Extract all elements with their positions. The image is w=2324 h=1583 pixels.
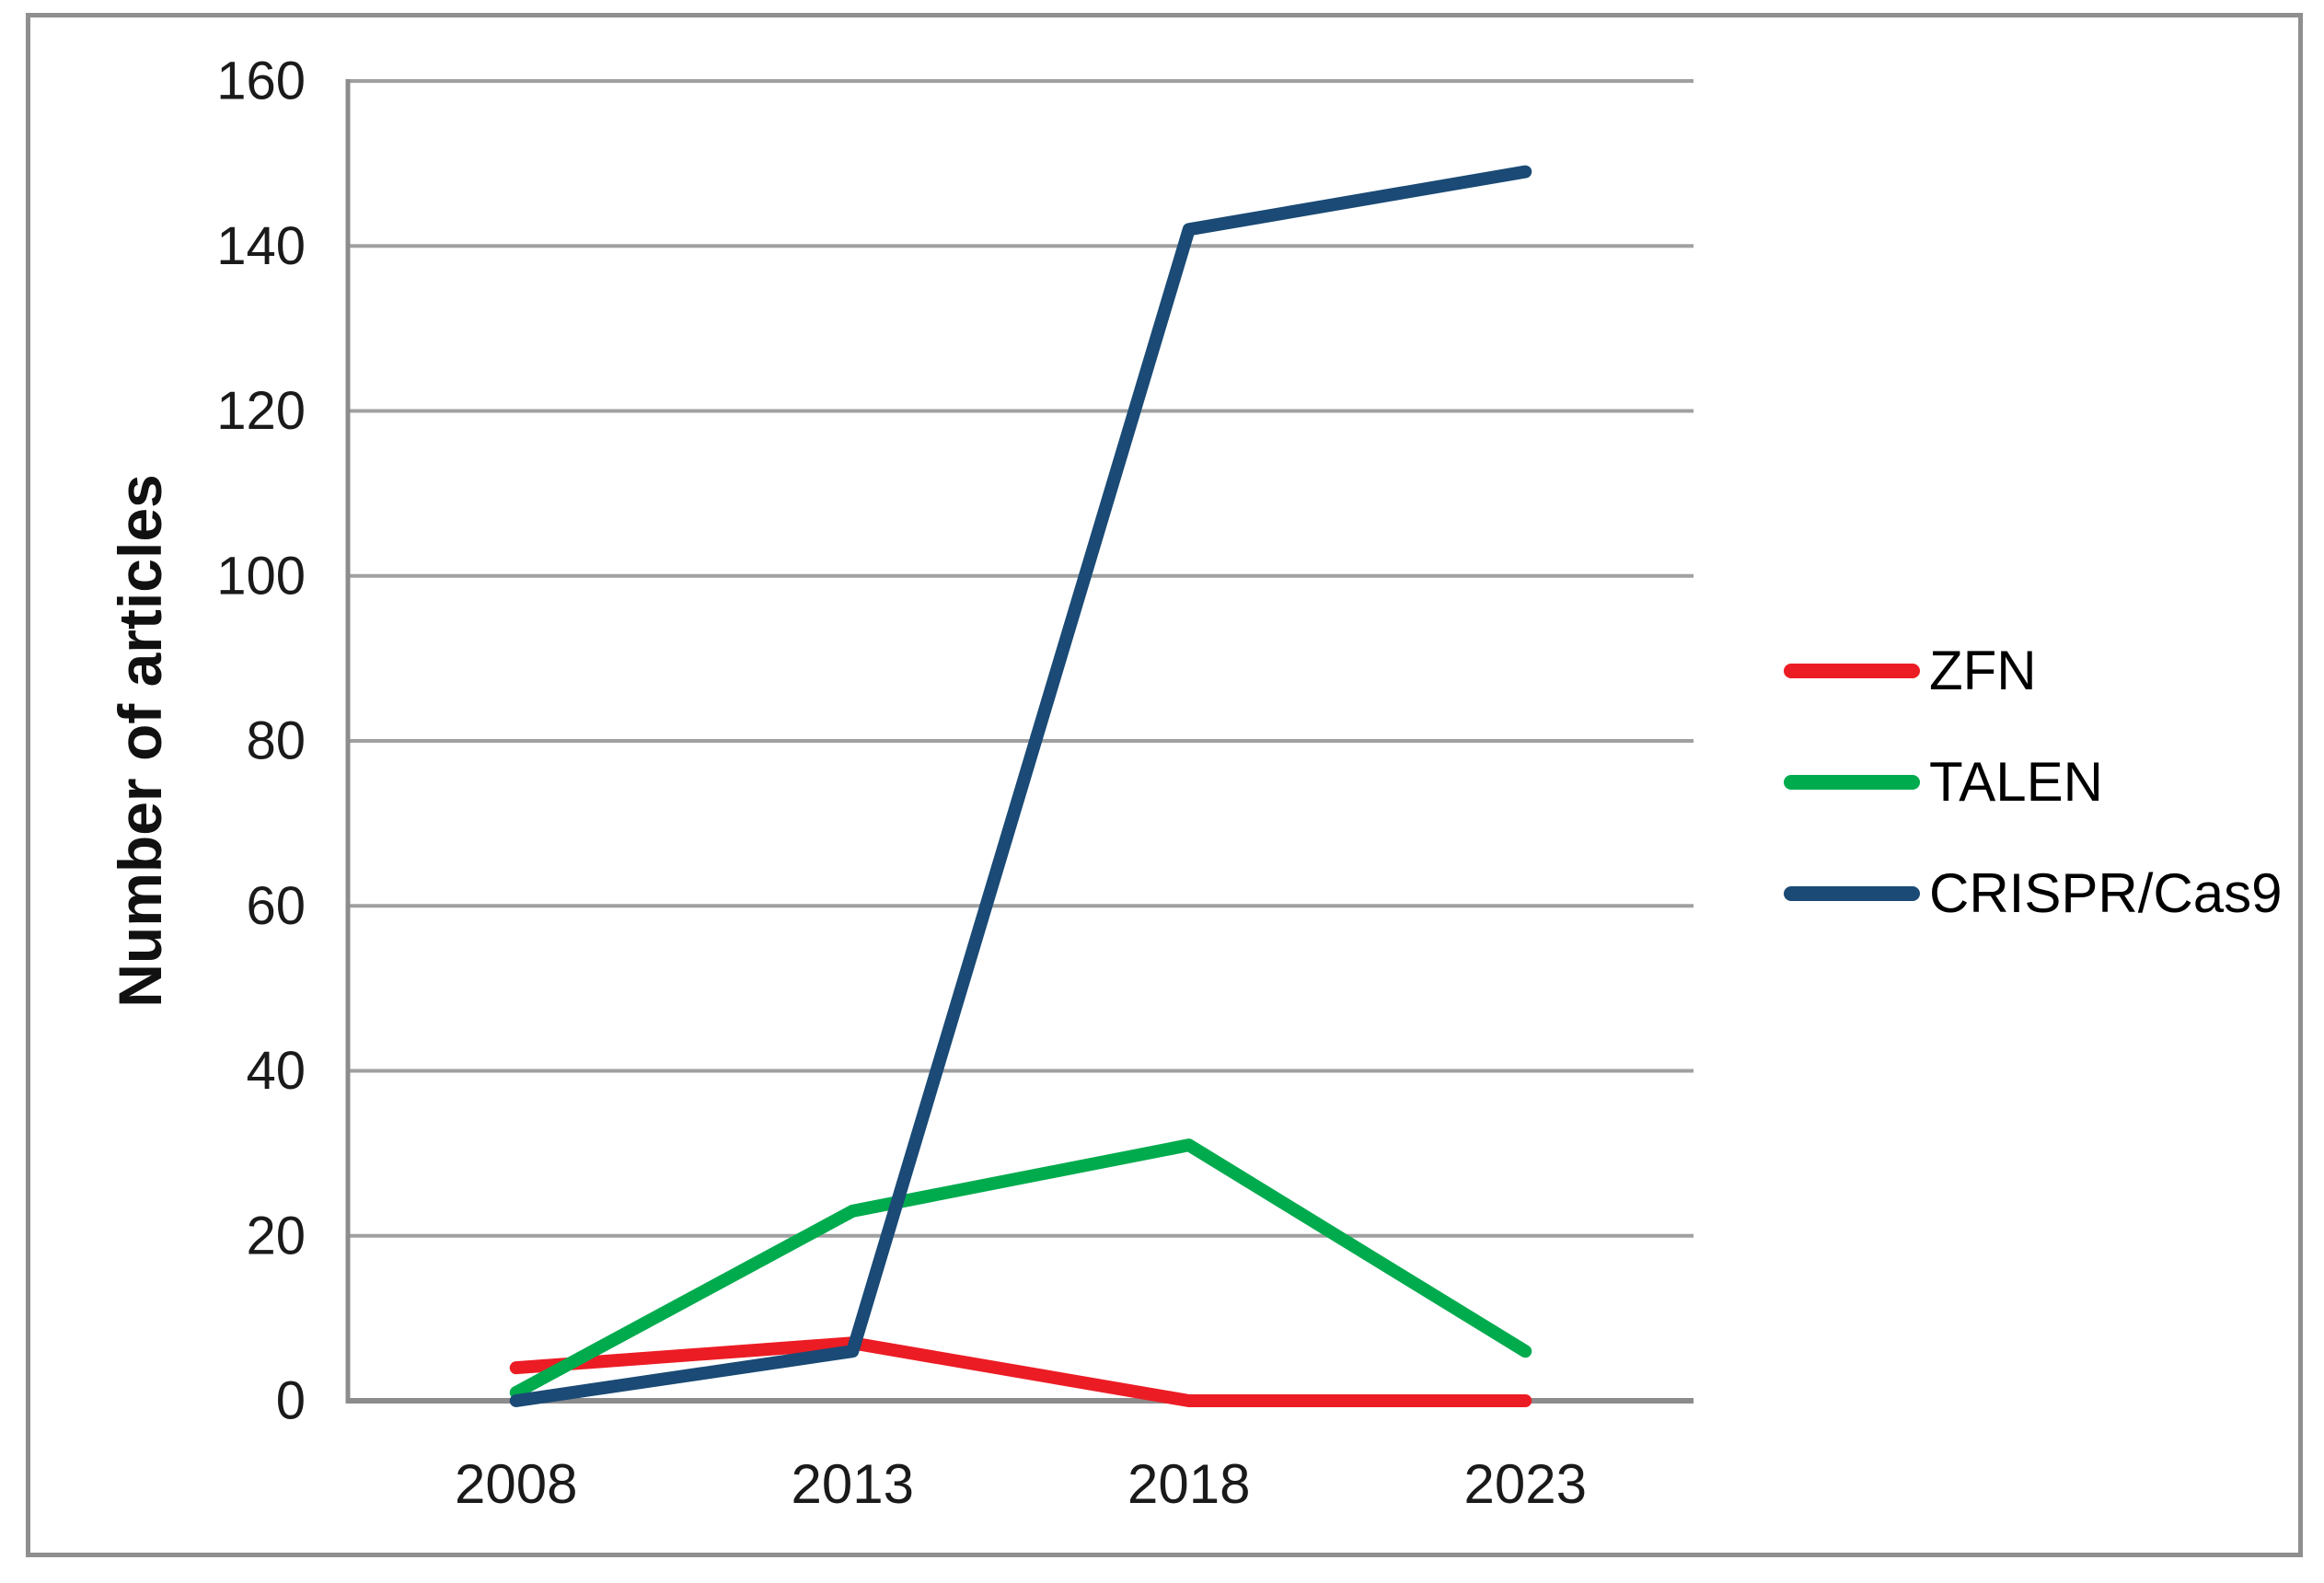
- series-line-crispr-cas9: [509, 165, 1532, 1407]
- y-axis-title: Number of articles: [106, 474, 174, 1008]
- legend: ZFN TALEN CRISPR/Cas9: [1784, 615, 2282, 949]
- y-tick-label: 40: [246, 1041, 306, 1101]
- series-line-talen: [509, 1138, 1532, 1400]
- figure-border: [26, 13, 2303, 1557]
- y-tick-label: 160: [216, 52, 306, 111]
- series-line-zfn: [509, 1336, 1532, 1407]
- y-tick-label: 0: [276, 1371, 306, 1431]
- legend-item-zfn: ZFN: [1784, 615, 2282, 726]
- legend-item-talen: TALEN: [1784, 726, 2282, 838]
- legend-item-crispr: CRISPR/Cas9: [1784, 838, 2282, 949]
- legend-label-talen: TALEN: [1929, 751, 2103, 813]
- legend-key-talen-line: [1784, 774, 1920, 790]
- y-tick-label: 100: [216, 546, 306, 606]
- legend-key-crispr-line: [1784, 885, 1920, 901]
- legend-label-zfn: ZFN: [1929, 640, 2037, 701]
- x-tick-label: 2023: [1464, 1453, 1587, 1515]
- y-tick-label: 140: [216, 216, 306, 276]
- y-tick-label: 60: [246, 876, 306, 936]
- legend-key-zfn-line: [1784, 663, 1920, 678]
- x-tick-label: 2018: [1127, 1453, 1250, 1515]
- legend-label-crispr: CRISPR/Cas9: [1929, 862, 2283, 924]
- y-tick-label: 80: [246, 711, 306, 771]
- y-tick-label: 20: [246, 1206, 306, 1265]
- x-tick-label: 2008: [455, 1453, 577, 1515]
- x-tick-label: 2013: [792, 1453, 914, 1515]
- y-tick-label: 120: [216, 381, 306, 441]
